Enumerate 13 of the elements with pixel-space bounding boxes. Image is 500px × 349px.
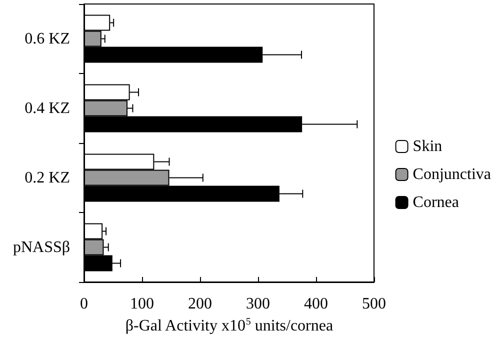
x-tick-label: 100: [130, 296, 154, 312]
y-tick-label: 0.6 KZ: [24, 30, 70, 48]
y-tick-label: 0.2 KZ: [24, 169, 70, 186]
x-tick-label: 200: [188, 296, 212, 312]
x-tick-label: 300: [246, 296, 270, 312]
x-tick-label: 400: [304, 296, 328, 312]
y-tick-label: pNASSβ: [12, 238, 70, 256]
legend-label: Conjunctiva: [412, 166, 492, 183]
legend-label: Skin: [412, 138, 442, 155]
x-tick-label: 500: [362, 296, 386, 312]
legend-label: Cornea: [412, 194, 459, 211]
y-tick-label: 0.4 KZ: [24, 100, 70, 117]
x-tick-label: 0: [80, 296, 88, 312]
